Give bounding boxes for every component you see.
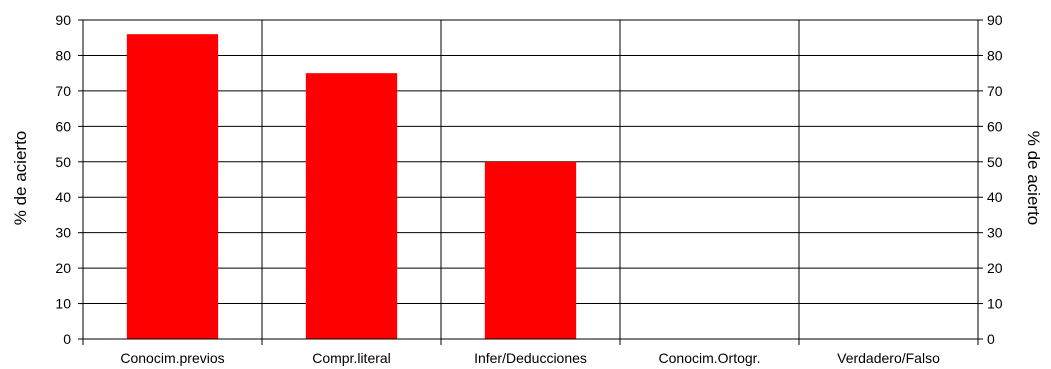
y-tick-label-right: 20 [987,260,1003,276]
x-category-label: Infer/Deducciones [474,350,587,366]
y-tick-label-left: 10 [55,296,71,312]
bar [484,161,577,339]
y-tick-label-right: 50 [987,154,1003,170]
y-tick-label-left: 0 [63,331,71,347]
y-tick-label-left: 80 [55,47,71,63]
y-tick-label-left: 50 [55,154,71,170]
y-tick-label-right: 10 [987,296,1003,312]
y-axis-title-left: % de acierto [11,131,30,226]
x-axis-categories: Conocim.previos Compr.literal Infer/Deducc… [120,350,940,366]
y-axis-left-ticks: 0 10 20 30 40 50 60 70 80 90 [55,12,83,347]
x-category-label: Conocim.previos [120,350,224,366]
y-tick-label-left: 90 [55,12,71,28]
y-tick-label-left: 30 [55,225,71,241]
y-tick-label-right: 90 [987,12,1003,28]
bar [126,34,219,340]
y-tick-label-left: 60 [55,118,71,134]
y-axis-title-right: % de acierto [1024,131,1043,226]
plot-frame [82,19,979,345]
y-axis-right-ticks: 0 10 20 30 40 50 60 70 80 90 [978,12,1003,347]
y-tick-label-left: 40 [55,189,71,205]
y-tick-label-left: 70 [55,83,71,99]
plot-border [82,19,979,340]
y-tick-label-right: 70 [987,83,1003,99]
y-tick-label-right: 60 [987,118,1003,134]
x-category-label: Verdadero/Falso [837,350,940,366]
bar [305,73,398,340]
y-tick-label-right: 0 [987,331,995,347]
bars [126,34,577,340]
y-tick-label-right: 80 [987,47,1003,63]
y-tick-label-left: 20 [55,260,71,276]
x-category-label: Conocim.Ortogr. [659,350,761,366]
y-tick-label-right: 40 [987,189,1003,205]
y-tick-label-right: 30 [987,225,1003,241]
x-category-label: Compr.literal [312,350,391,366]
